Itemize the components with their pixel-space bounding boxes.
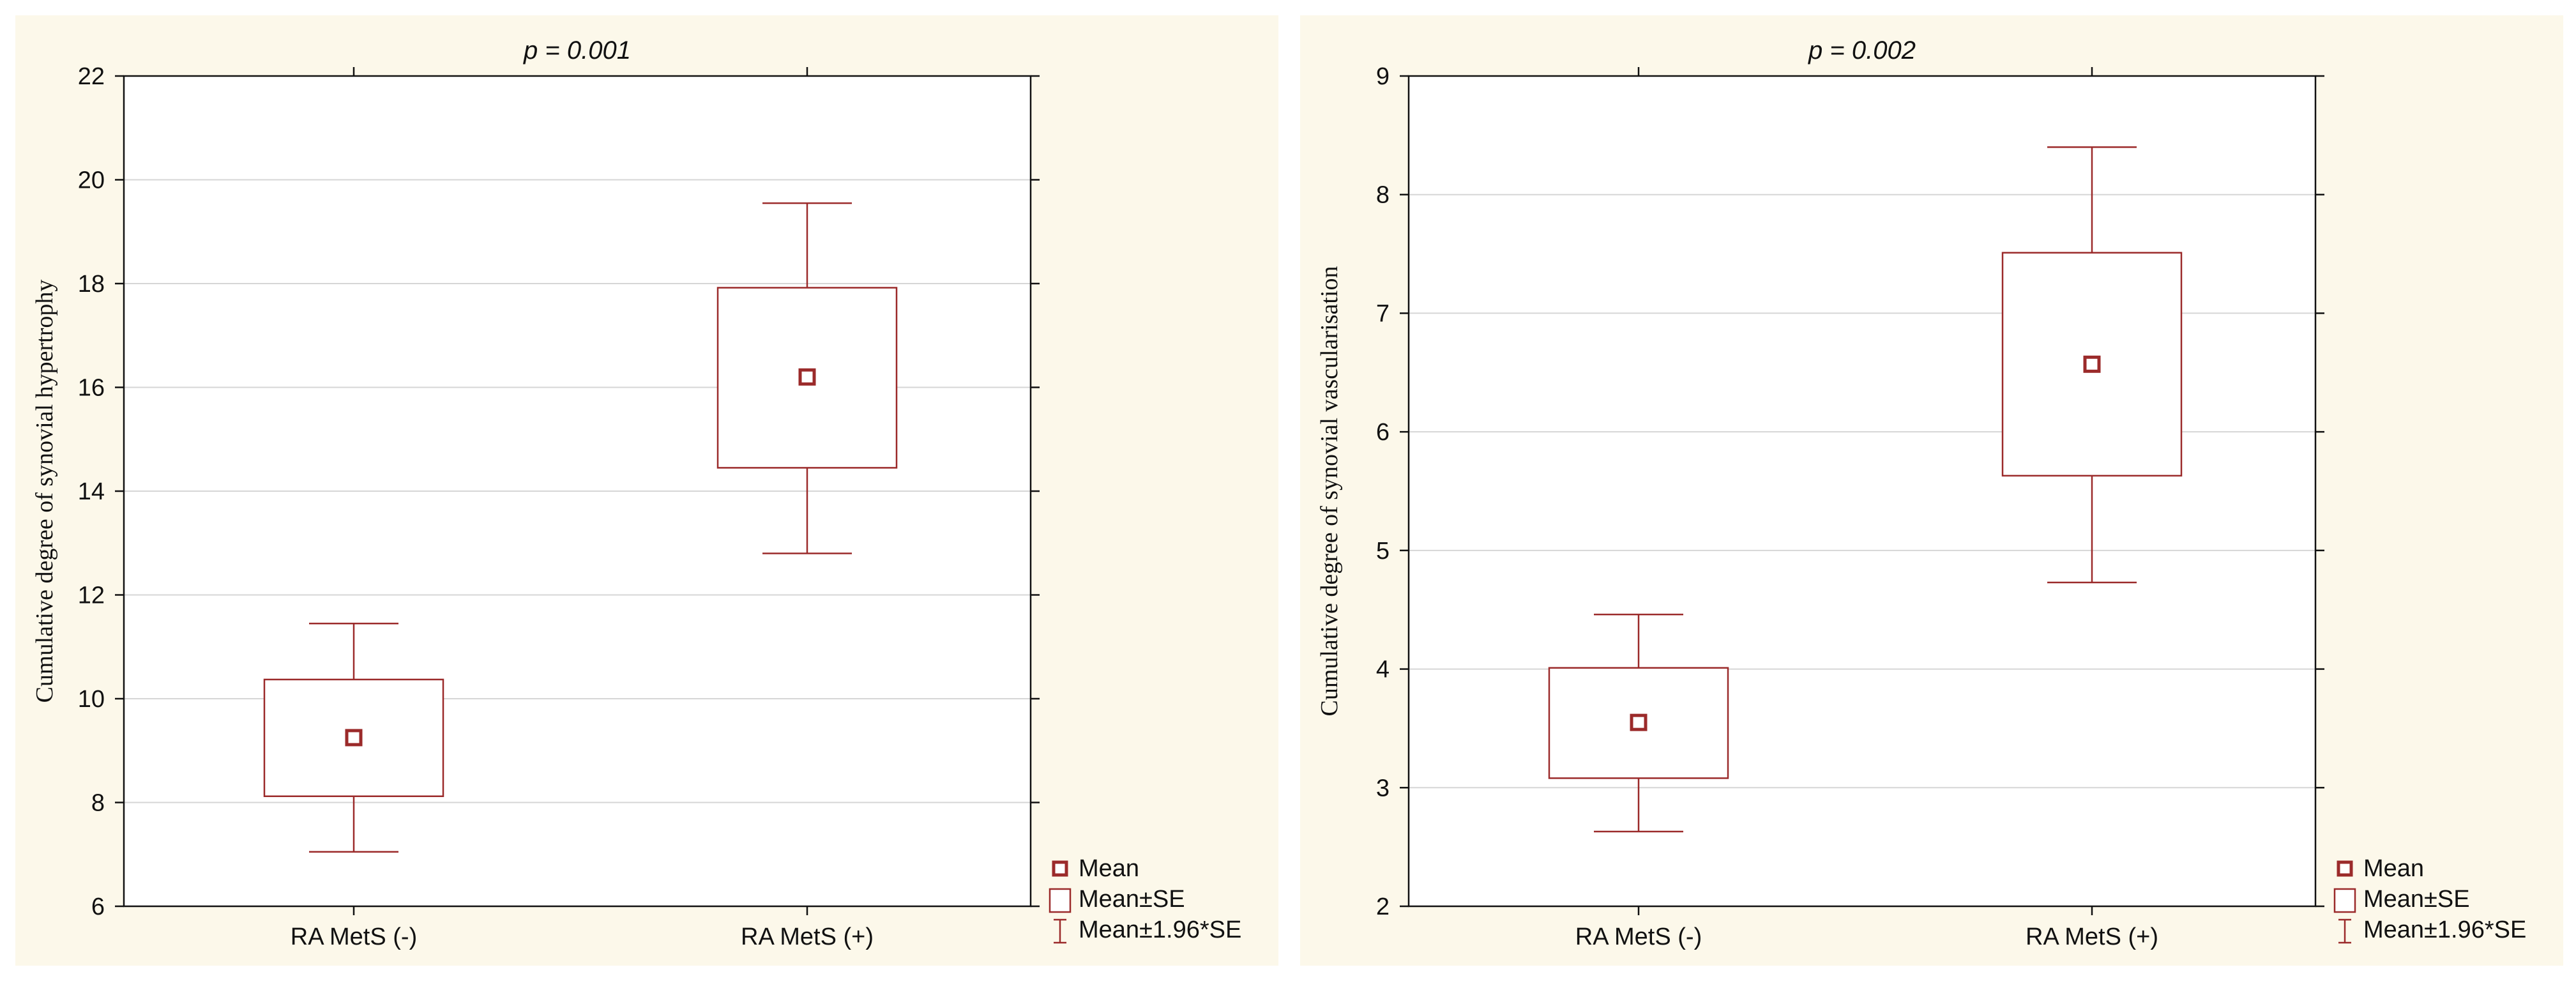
y-tick-label: 20 bbox=[78, 167, 105, 194]
legend-mean-label: Mean bbox=[1079, 855, 1139, 882]
y-tick-label: 7 bbox=[1376, 300, 1390, 327]
y-tick-label: 12 bbox=[78, 582, 105, 609]
legend-se-marker bbox=[1049, 888, 1072, 913]
x-category-label: RA MetS (-) bbox=[1575, 924, 1702, 950]
legend: Mean Mean±SE Mean±1.96*SE bbox=[2333, 855, 2526, 944]
x-category-label: RA MetS (-) bbox=[291, 924, 417, 950]
y-tick-label: 10 bbox=[78, 686, 105, 713]
legend-mean-marker bbox=[2337, 860, 2353, 877]
x-category-label: RA MetS (+) bbox=[741, 924, 874, 950]
mean-marker bbox=[2083, 355, 2101, 373]
y-axis-label: Cumulative degree of synovial vascularis… bbox=[1316, 266, 1343, 717]
plot-frame bbox=[1407, 75, 2317, 908]
box-group bbox=[1548, 613, 1729, 833]
chart-left-svg: 6 8 10 12 14 16 18 20 22 RA MetS (-) RA MetS (+) p … bbox=[31, 36, 1241, 950]
box-group bbox=[263, 622, 444, 853]
y-tick-label: 6 bbox=[1376, 419, 1390, 446]
plot-area bbox=[1409, 76, 2315, 906]
legend-se-label: Mean±SE bbox=[2363, 886, 2470, 913]
legend-se-marker bbox=[2333, 888, 2356, 913]
legend-mean-marker bbox=[1052, 860, 1068, 877]
mean-marker bbox=[345, 729, 363, 747]
chart-panel-right: 2 3 4 5 6 7 8 9 RA MetS (-) RA MetS (+) p = 0.002 C… bbox=[1300, 15, 2563, 966]
y-tick-label: 3 bbox=[1376, 775, 1390, 802]
y-tick-label: 8 bbox=[1376, 182, 1390, 209]
y-tick-label: 9 bbox=[1376, 63, 1390, 90]
y-tick-label: 16 bbox=[78, 375, 105, 402]
y-tick-label: 8 bbox=[91, 790, 105, 817]
chart-title: p = 0.002 bbox=[1808, 36, 1916, 65]
mean-marker bbox=[1630, 713, 1648, 731]
box-group bbox=[716, 202, 898, 554]
x-category-label: RA MetS (+) bbox=[2026, 924, 2158, 950]
y-tick-label: 14 bbox=[78, 478, 105, 505]
y-tick-label: 18 bbox=[78, 271, 105, 298]
legend: Mean Mean±SE Mean±1.96*SE bbox=[1049, 855, 1241, 944]
legend-mean-label: Mean bbox=[2363, 855, 2424, 882]
chart-panel-left: 6 8 10 12 14 16 18 20 22 RA MetS (-) RA MetS (+) p … bbox=[15, 15, 1278, 966]
chart-right-svg: 2 3 4 5 6 7 8 9 RA MetS (-) RA MetS (+) p = 0.002 C… bbox=[1316, 36, 2526, 950]
mean-marker bbox=[798, 368, 816, 386]
box-group bbox=[2001, 146, 2183, 584]
chart-title: p = 0.001 bbox=[523, 36, 631, 65]
y-tick-label: 2 bbox=[1376, 894, 1390, 920]
legend-se-label: Mean±SE bbox=[1079, 886, 1185, 913]
legend-ci-label: Mean±1.96*SE bbox=[2363, 916, 2526, 943]
y-tick-label: 6 bbox=[91, 894, 105, 920]
y-tick-label: 5 bbox=[1376, 538, 1390, 565]
legend-ci-label: Mean±1.96*SE bbox=[1079, 916, 1241, 943]
y-tick-label: 4 bbox=[1376, 657, 1390, 683]
y-tick-label: 22 bbox=[78, 63, 105, 90]
y-axis-label: Cumulative degree of synovial hypertroph… bbox=[31, 280, 58, 703]
